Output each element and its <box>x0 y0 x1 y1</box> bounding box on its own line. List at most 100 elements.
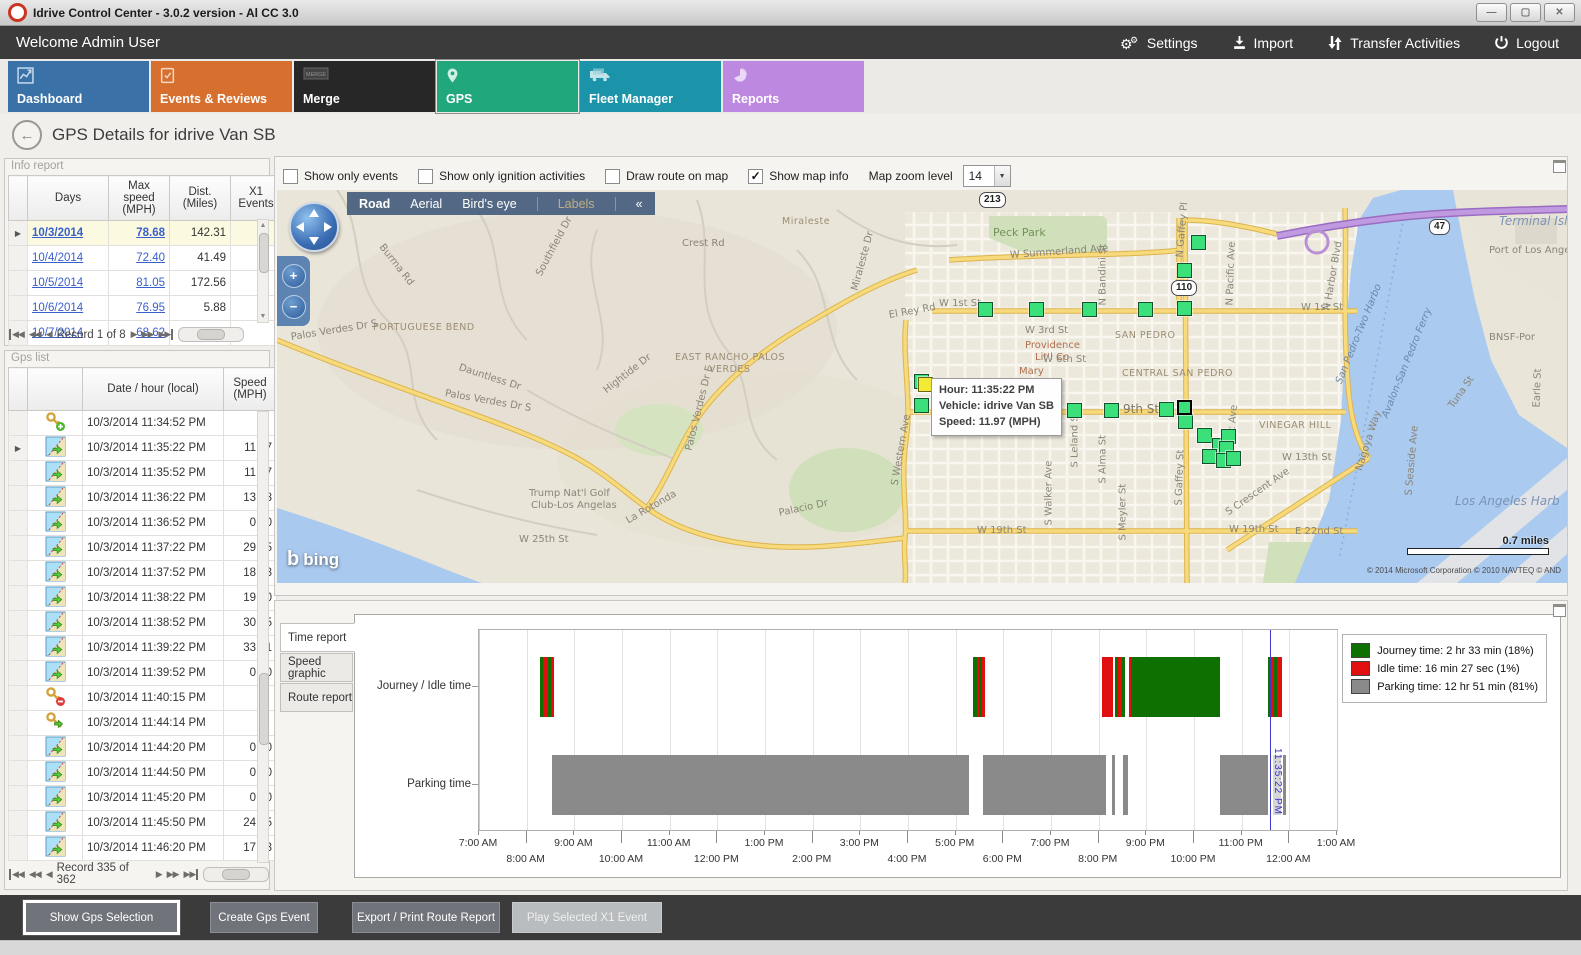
pager-fast-fwd-button[interactable]: ▶▶ <box>166 868 180 879</box>
gps-table-scrollbar[interactable] <box>257 411 269 863</box>
checkbox-show-only-events[interactable] <box>283 168 298 184</box>
pager-hscrollbar[interactable] <box>203 866 269 882</box>
gps-marker[interactable] <box>978 302 993 317</box>
pager-fast-fwd-button[interactable]: ▶▶ <box>141 329 155 339</box>
pager-first-button[interactable]: ◀◀ <box>9 868 25 880</box>
gps-list-row[interactable]: 10/3/2014 11:38:52 PM30.55 <box>8 610 277 636</box>
map-pan-compass[interactable] <box>289 202 339 252</box>
pager-prev-button[interactable]: ◀ <box>45 868 53 879</box>
chart-tab-speed-graphic[interactable]: Speed graphic <box>280 653 353 682</box>
create-gps-event-button[interactable]: Create Gps Event <box>210 902 318 933</box>
day-link[interactable]: 10/4/2014 <box>32 252 84 264</box>
chart-panel-maximize-button[interactable] <box>1553 604 1566 617</box>
gps-list-row[interactable]: 10/3/2014 11:37:52 PM18.63 <box>8 560 277 586</box>
gps-marker[interactable] <box>1138 302 1153 317</box>
info-report-row[interactable]: 10/6/2014 76.95 5.88 <box>8 295 282 321</box>
bing-logo[interactable]: b bing <box>287 548 340 570</box>
info-report-row[interactable]: 10/5/2014 81.05 172.56 <box>8 270 282 296</box>
map-mode-road[interactable]: Road <box>359 196 391 211</box>
map-panel-maximize-button[interactable] <box>1553 160 1566 173</box>
max-speed-link[interactable]: 76.95 <box>136 302 165 314</box>
max-speed-link[interactable]: 68.62 <box>136 327 165 339</box>
gps-marker[interactable] <box>1177 301 1192 316</box>
gps-list-row[interactable]: 10/3/2014 11:36:52 PM0.00 <box>8 510 277 536</box>
gps-marker[interactable] <box>1082 302 1097 317</box>
gps-list-row[interactable]: 10/3/2014 11:38:22 PM19.70 <box>8 585 277 611</box>
pager-next-button[interactable]: ▶ <box>155 868 163 879</box>
checkbox-show-only-ignition-activities[interactable] <box>418 168 434 184</box>
chart-tab-time-report[interactable]: Time report <box>280 623 355 652</box>
gps-marker[interactable] <box>1067 403 1082 418</box>
gps-marker[interactable] <box>1202 449 1217 464</box>
nav-tab-reports[interactable]: Reports <box>723 61 864 112</box>
gps-list-row[interactable]: 10/3/2014 11:44:20 PM0.00 <box>8 735 277 761</box>
gps-marker[interactable] <box>914 398 929 413</box>
day-link[interactable]: 10/5/2014 <box>32 277 84 289</box>
maximize-button[interactable]: ▢ <box>1510 3 1541 22</box>
header-action-settings[interactable]: ⚙ ⚙ Settings <box>1120 35 1198 51</box>
minimize-button[interactable]: — <box>1476 3 1507 22</box>
nav-tab-gps[interactable]: GPS <box>435 59 580 114</box>
nav-tab-merge[interactable]: MERGE Merge <box>294 61 435 112</box>
gps-marker[interactable] <box>1177 263 1192 278</box>
nav-tab-events-reviews[interactable]: Events & Reviews <box>151 61 292 112</box>
map-zoom-out-button[interactable]: − <box>281 294 306 319</box>
close-button[interactable]: ✕ <box>1544 3 1575 22</box>
day-link[interactable]: 10/6/2014 <box>32 302 84 314</box>
back-button[interactable]: ← <box>12 120 42 150</box>
gps-marker[interactable] <box>1197 428 1212 443</box>
pager-last-button[interactable]: ▶▶ <box>158 329 174 340</box>
pager-first-button[interactable]: ◀◀ <box>9 329 25 340</box>
gps-list-row[interactable]: 10/3/2014 11:45:50 PM24.75 <box>8 810 277 836</box>
max-speed-link[interactable]: 72.40 <box>136 252 165 264</box>
nav-tab-fleet-manager[interactable]: Fleet Manager <box>580 61 721 112</box>
bing-map[interactable]: Road Aerial Bird's eye Labels « + − Miralest… <box>277 190 1567 583</box>
max-speed-link[interactable]: 78.68 <box>136 227 165 239</box>
gps-marker[interactable] <box>1104 403 1119 418</box>
pager-last-button[interactable]: ▶▶ <box>184 868 199 880</box>
gps-marker[interactable] <box>1191 235 1206 250</box>
map-mode-bird-s-eye[interactable]: Bird's eye <box>462 196 517 211</box>
gps-list-row[interactable]: 10/3/2014 11:46:20 PM17.93 <box>8 835 277 861</box>
gps-list-row[interactable]: 10/3/2014 11:37:22 PM29.05 <box>8 535 277 561</box>
header-action-import[interactable]: Import <box>1232 35 1293 51</box>
gps-list-row[interactable]: 10/3/2014 11:44:50 PM0.00 <box>8 760 277 786</box>
export-print-route-report-button[interactable]: Export / Print Route Report <box>352 902 500 933</box>
header-action-transfer-activities[interactable]: Transfer Activities <box>1327 35 1460 51</box>
map-toolbar-collapse-button[interactable]: « <box>635 196 643 211</box>
day-link[interactable]: 10/3/2014 <box>32 227 84 239</box>
checkbox-show-map-info[interactable]: ✓ <box>748 168 764 184</box>
map-mode-aerial[interactable]: Aerial <box>410 196 443 211</box>
gps-marker[interactable] <box>1029 302 1044 317</box>
pager-next-button[interactable]: ▶ <box>130 329 138 339</box>
gps-marker[interactable] <box>1226 451 1241 466</box>
checkbox-draw-route-on-map[interactable] <box>605 168 621 184</box>
pager-fast-back-button[interactable]: ◀◀ <box>28 329 42 339</box>
info-report-row[interactable]: 10/4/2014 72.40 41.49 <box>8 245 282 271</box>
chart-tab-route-report[interactable]: Route report <box>280 683 353 712</box>
pager-hscrollbar[interactable] <box>178 327 245 342</box>
info-report-row[interactable]: ▶ 10/3/2014 78.68 142.31 <box>8 220 282 246</box>
pager-fast-back-button[interactable]: ◀◀ <box>28 868 42 879</box>
info-table-scrollbar[interactable]: ▲ ▼ <box>257 219 269 323</box>
gps-list-row[interactable]: 10/3/2014 11:39:22 PM33.21 <box>8 635 277 661</box>
gps-list-row[interactable]: 10/3/2014 11:36:22 PM13.28 <box>8 485 277 511</box>
header-action-logout[interactable]: Logout <box>1494 35 1559 51</box>
pager-prev-button[interactable]: ◀ <box>45 329 53 339</box>
show-gps-selection-button[interactable]: Show Gps Selection <box>25 902 178 933</box>
nav-tab-dashboard[interactable]: Dashboard <box>8 61 149 112</box>
map-zoom-in-button[interactable]: + <box>281 263 306 288</box>
gps-list-row[interactable]: 10/3/2014 11:44:14 PM <box>8 710 277 736</box>
gps-list-row[interactable]: 10/3/2014 11:45:20 PM0.00 <box>8 785 277 811</box>
day-link[interactable]: 10/7/2014 <box>32 327 84 339</box>
gps-list-row[interactable]: 10/3/2014 11:40:15 PM <box>8 685 277 711</box>
gps-marker[interactable] <box>1178 414 1193 429</box>
map-zoom-level-select[interactable]: 14 ▼ <box>962 165 1011 187</box>
gps-list-row[interactable]: 10/3/2014 11:39:52 PM0.00 <box>8 660 277 686</box>
gps-marker[interactable] <box>1159 402 1174 417</box>
gps-marker[interactable] <box>1177 400 1192 415</box>
gps-list-row[interactable]: 10/3/2014 11:34:52 PM <box>8 410 277 436</box>
max-speed-link[interactable]: 81.05 <box>136 277 165 289</box>
